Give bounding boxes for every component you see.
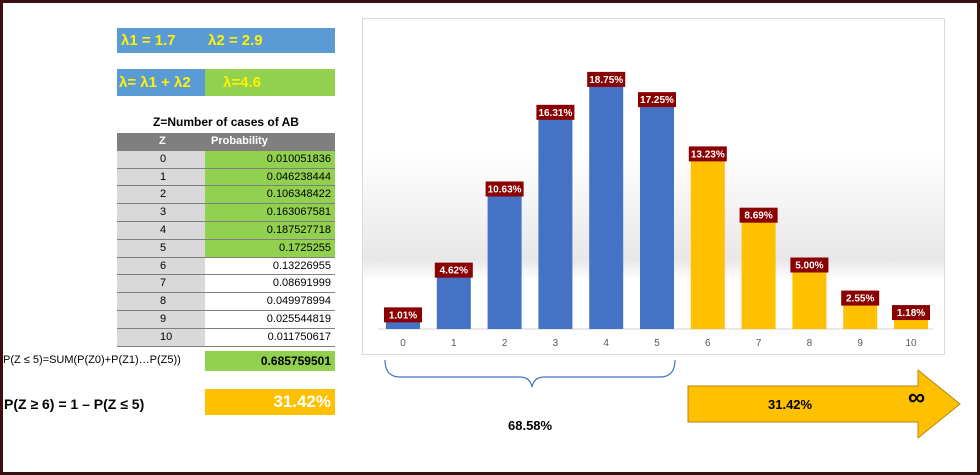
- x-tick-label-8: 8: [807, 338, 813, 349]
- table-row: 8 0.049978994: [117, 293, 335, 311]
- header-z: Z: [159, 135, 166, 147]
- table-row: 10 0.011750617: [117, 328, 335, 347]
- data-label-0: 1.01%: [389, 310, 417, 321]
- data-label-bg-7: [739, 207, 778, 223]
- x-tick-label-9: 9: [857, 338, 863, 349]
- data-label-2: 10.63%: [488, 184, 522, 195]
- data-label-10: 1.18%: [897, 308, 925, 319]
- data-label-bg-10: [892, 305, 930, 321]
- lambda1-label: λ1 = 1.7: [121, 32, 176, 49]
- right-arrow-icon: [687, 368, 961, 440]
- bar-8: [792, 261, 827, 329]
- x-tick-label-6: 6: [705, 338, 711, 349]
- data-label-bg-4: [587, 71, 626, 87]
- bar-5: [640, 96, 674, 329]
- data-label-bg-6: [688, 146, 727, 162]
- bar-chart: 1.01% 0 4.62% 1 10.63% 2 16.31% 3 18.75% 4 17.25% 5…: [378, 71, 933, 349]
- lambda-sum-formula-cell: λ= λ1 + λ2: [117, 69, 205, 96]
- data-label-5: 17.25%: [640, 95, 674, 106]
- x-tick-label-1: 1: [451, 338, 457, 349]
- x-tick-label-4: 4: [603, 338, 609, 349]
- x-tick-label-10: 10: [905, 338, 917, 349]
- bar-2: [487, 185, 522, 329]
- data-label-bg-0: [384, 307, 422, 323]
- data-label-1: 4.62%: [440, 266, 468, 277]
- x-tick-label-0: 0: [400, 338, 406, 349]
- z-cell: 2: [160, 188, 167, 201]
- table-row: 9 0.025544819: [117, 310, 335, 329]
- cumulative-value: 0.685759501: [205, 351, 335, 371]
- z-cell: 6: [160, 259, 167, 272]
- table-row: 0 0.010051836: [117, 150, 335, 169]
- chart-area: 1.01% 0 4.62% 1 10.63% 2 16.31% 3 18.75% 4 17.25% 5…: [362, 18, 945, 355]
- data-label-4: 18.75%: [589, 75, 623, 86]
- x-tick-label-3: 3: [553, 338, 559, 349]
- table-row: 5 0.1725255: [117, 239, 335, 258]
- probability-cell: 0.011750617: [205, 328, 335, 346]
- data-label-8: 5.00%: [795, 261, 823, 272]
- probability-cell: 0.106348422: [205, 186, 335, 204]
- infinity-symbol: ∞: [908, 384, 926, 411]
- probability-cell: 0.1725255: [205, 239, 335, 257]
- data-label-7: 8.69%: [744, 211, 772, 222]
- brace-percentage: 68.58%: [508, 418, 553, 433]
- z-cell: 9: [160, 312, 167, 325]
- lambda-sum-formula: λ= λ1 + λ2: [119, 74, 191, 91]
- bar-6: [690, 150, 725, 329]
- z-cell: 8: [160, 295, 167, 308]
- data-label-bg-2: [485, 181, 524, 197]
- z-cell: 4: [160, 223, 167, 236]
- probability-table: Z Probability 0 0.010051836 1 0.046238444 …: [117, 133, 335, 347]
- x-tick-label-2: 2: [502, 338, 508, 349]
- z-cell: 7: [160, 277, 167, 290]
- z-cell: 5: [160, 241, 167, 254]
- lambda2-label: λ2 = 2.9: [208, 32, 263, 49]
- lambda-row: λ1 = 1.7 λ2 = 2.9: [117, 28, 335, 53]
- bar-3: [538, 108, 573, 329]
- lambda-sum-value: λ=4.6: [223, 74, 261, 91]
- z-cell: 1: [160, 170, 167, 183]
- table-header-row: Z Probability: [117, 133, 335, 151]
- probability-cell: 0.08691999: [205, 275, 335, 293]
- bar-4: [589, 75, 624, 329]
- cumulative-label: P(Z ≤ 5)=SUM(P(Z0)+P(Z1)…P(Z5)): [3, 354, 181, 366]
- table-row: 7 0.08691999: [117, 275, 335, 294]
- data-label-bg-8: [790, 257, 829, 273]
- table-row: 2 0.106348422: [117, 186, 335, 205]
- probability-cell: 0.13226955: [205, 257, 335, 275]
- data-label-bg-9: [841, 290, 880, 306]
- tail-probability-value: 31.42%: [205, 389, 335, 415]
- data-label-3: 16.31%: [538, 108, 572, 119]
- left-brace-icon: [384, 359, 676, 388]
- table-row: 3 0.163067581: [117, 204, 335, 222]
- lambda-sum-value-cell: λ=4.6: [205, 69, 335, 96]
- arrow-percentage: 31.42%: [768, 397, 813, 412]
- table-row: 1 0.046238444: [117, 168, 335, 187]
- probability-cell: 0.187527718: [205, 221, 335, 239]
- bar-7: [741, 211, 776, 329]
- z-cell: 0: [160, 152, 167, 165]
- tail-probability-label: P(Z ≥ 6) = 1 – P(Z ≤ 5): [4, 396, 145, 412]
- data-label-bg-1: [434, 262, 473, 278]
- probability-cell: 0.163067581: [205, 204, 335, 221]
- header-probability: Probability: [211, 135, 268, 147]
- probability-cell: 0.046238444: [205, 168, 335, 186]
- probability-cell: 0.049978994: [205, 293, 335, 310]
- probability-cell: 0.010051836: [205, 150, 335, 168]
- z-cell: 10: [160, 330, 173, 343]
- table-row: 4 0.187527718: [117, 221, 335, 240]
- data-label-bg-5: [638, 92, 676, 108]
- x-tick-label-7: 7: [756, 338, 762, 349]
- table-row: 6 0.13226955: [117, 257, 335, 276]
- x-tick-label-5: 5: [654, 338, 660, 349]
- data-label-9: 2.55%: [846, 294, 874, 305]
- table-caption: Z=Number of cases of AB: [153, 115, 299, 129]
- probability-cell: 0.025544819: [205, 310, 335, 328]
- data-label-6: 13.23%: [691, 149, 725, 160]
- data-label-bg-3: [536, 104, 575, 120]
- z-cell: 3: [160, 206, 167, 219]
